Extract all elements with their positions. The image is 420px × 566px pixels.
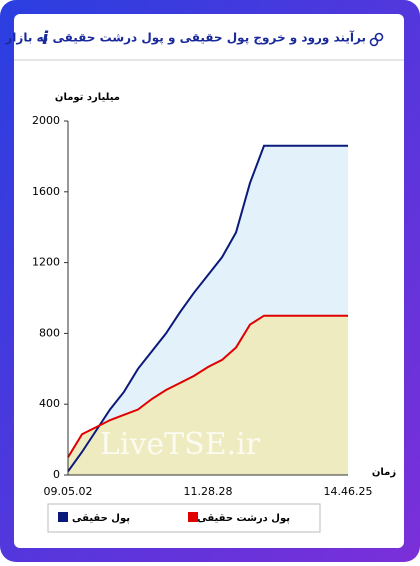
- legend-label: پول حقیقی: [72, 513, 130, 524]
- y-tick-label: 1200: [32, 256, 60, 269]
- x-tick-label: 14.46.25: [324, 485, 373, 498]
- y-tick-label: 0: [53, 468, 60, 481]
- series-line: [67, 314, 348, 458]
- x-tick-label: 11.28.28: [184, 485, 233, 498]
- area-fill: [68, 315, 348, 475]
- legend: [47, 503, 321, 533]
- legend-swatch: [58, 512, 68, 522]
- y-tick-label: 1600: [32, 185, 60, 198]
- y-tick-label: 800: [39, 326, 60, 339]
- link-icon[interactable]: [369, 32, 384, 47]
- y-tick-label: 2000: [32, 114, 60, 127]
- y-axis-title: میلیارد تومان: [55, 92, 120, 103]
- legend-label: پول درشت حقیقی: [197, 513, 290, 524]
- x-tick-label: 09.05.02: [44, 485, 93, 498]
- series-line: [67, 144, 348, 473]
- y-tick-label: 400: [39, 397, 60, 410]
- x-axis-title: زمان: [372, 467, 396, 478]
- watermark: LiveTSE.ir: [100, 427, 261, 462]
- info-icon[interactable]: i: [42, 28, 49, 49]
- chart-title: برآیند ورود و خروج پول حقیقی و پول درشت …: [4, 30, 366, 46]
- legend-swatch: [188, 512, 198, 522]
